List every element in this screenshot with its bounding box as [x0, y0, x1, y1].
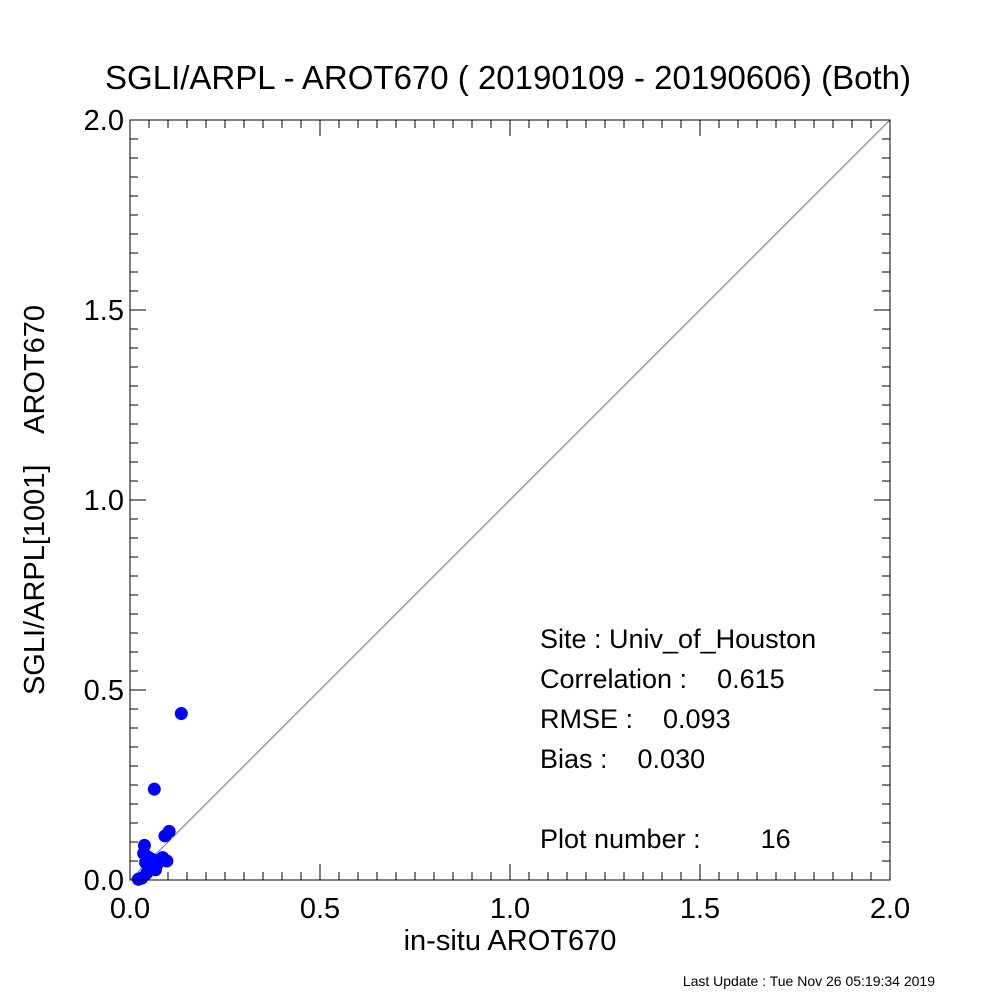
- y-axis-label: SGLI/ARPL[1001] AROT670: [19, 305, 51, 695]
- stats-rmse: RMSE : 0.093: [540, 704, 731, 734]
- x-tick-label: 0.5: [300, 893, 340, 925]
- axis-ticks: [129, 119, 891, 881]
- reference-line-layer: [129, 119, 891, 881]
- y-tick-label: 1.0: [84, 485, 124, 517]
- stats-plot-number: Plot number : 16: [540, 824, 791, 854]
- y-tick-label: 0.0: [84, 865, 124, 897]
- y-tick-label: 0.5: [84, 675, 124, 707]
- y-tick-label: 2.0: [84, 105, 124, 137]
- data-point: [131, 872, 145, 886]
- data-point: [147, 782, 161, 796]
- stats-site: Site : Univ_of_Houston: [540, 624, 816, 654]
- x-tick-label: 1.5: [680, 893, 720, 925]
- x-tick-label: 2.0: [870, 893, 910, 925]
- data-point: [160, 854, 174, 868]
- data-point: [174, 707, 188, 721]
- one-to-one-line: [129, 119, 891, 881]
- y-tick-label: 1.5: [84, 295, 124, 327]
- axis-tick-labels: 0.0 0.5 1.0 1.5 2.0 0.0 0.5 1.0 1.5 2.0: [84, 105, 910, 925]
- x-axis-label: in-situ AROT670: [404, 925, 617, 957]
- last-update-footer: Last Update : Tue Nov 26 05:19:34 2019: [683, 973, 935, 989]
- stats-correlation: Correlation : 0.615: [540, 664, 785, 694]
- x-tick-label: 0.0: [110, 893, 150, 925]
- x-tick-label: 1.0: [490, 893, 530, 925]
- plot-frame: [129, 119, 891, 881]
- data-point: [158, 829, 172, 843]
- data-points: [131, 707, 188, 886]
- stats-bias: Bias : 0.030: [540, 744, 705, 774]
- stats-box: Site : Univ_of_Houston Correlation : 0.6…: [540, 624, 816, 854]
- chart-title: SGLI/ARPL - AROT670 ( 20190109 - 2019060…: [105, 59, 911, 96]
